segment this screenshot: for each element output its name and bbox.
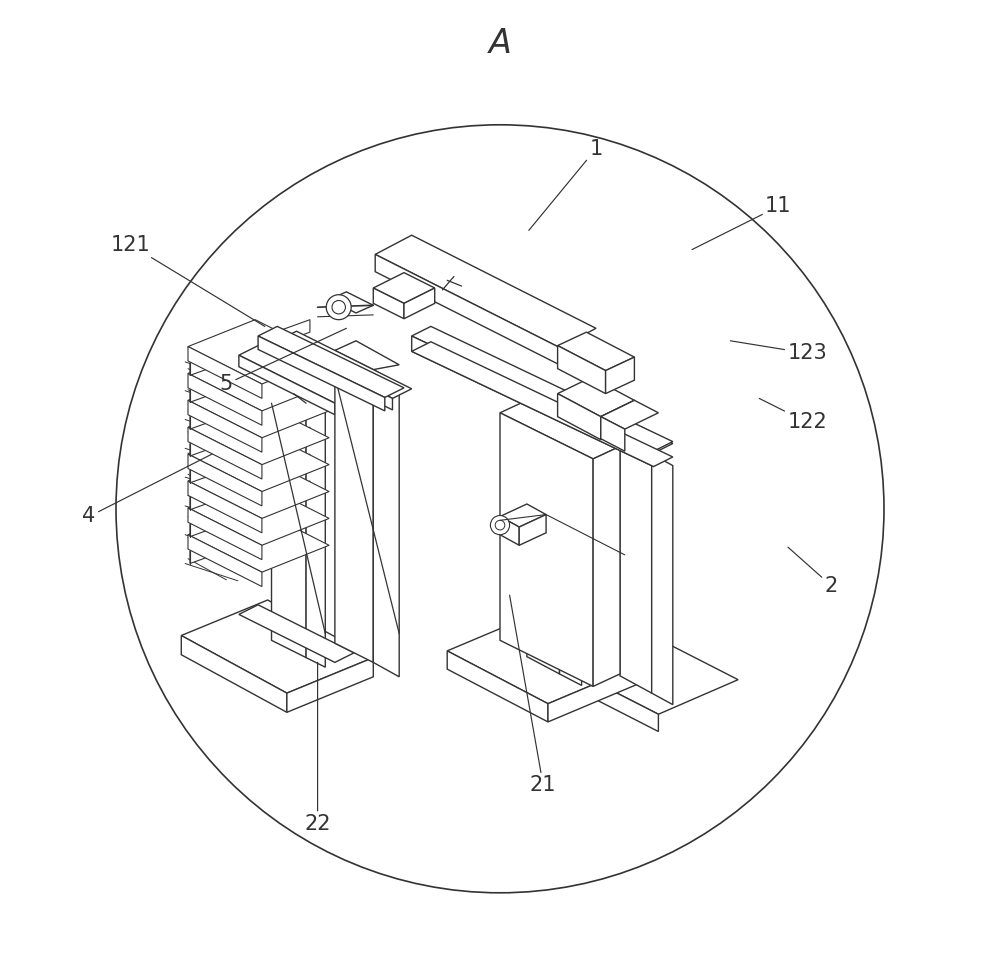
Polygon shape bbox=[601, 400, 634, 440]
Text: 121: 121 bbox=[111, 235, 265, 326]
Polygon shape bbox=[500, 413, 593, 686]
Polygon shape bbox=[412, 326, 673, 451]
Polygon shape bbox=[373, 288, 404, 319]
Polygon shape bbox=[500, 400, 620, 459]
Polygon shape bbox=[188, 373, 262, 425]
Polygon shape bbox=[601, 417, 625, 451]
Polygon shape bbox=[181, 636, 287, 712]
Polygon shape bbox=[239, 605, 354, 662]
Polygon shape bbox=[188, 535, 262, 587]
Polygon shape bbox=[188, 427, 329, 492]
Polygon shape bbox=[188, 400, 329, 465]
Polygon shape bbox=[287, 658, 373, 712]
Polygon shape bbox=[272, 365, 306, 658]
Text: 2: 2 bbox=[788, 547, 838, 595]
Polygon shape bbox=[620, 427, 673, 454]
Polygon shape bbox=[190, 373, 310, 429]
Polygon shape bbox=[652, 454, 673, 705]
Polygon shape bbox=[188, 320, 329, 384]
Polygon shape bbox=[181, 600, 373, 693]
Polygon shape bbox=[620, 437, 652, 693]
Polygon shape bbox=[329, 292, 373, 313]
Polygon shape bbox=[593, 446, 620, 686]
Polygon shape bbox=[375, 235, 596, 348]
Polygon shape bbox=[375, 254, 560, 365]
Polygon shape bbox=[558, 346, 606, 394]
Polygon shape bbox=[239, 346, 354, 403]
Polygon shape bbox=[188, 400, 262, 452]
Polygon shape bbox=[558, 332, 634, 371]
Polygon shape bbox=[500, 504, 546, 527]
Polygon shape bbox=[188, 373, 329, 438]
Polygon shape bbox=[188, 454, 262, 506]
Text: 5: 5 bbox=[220, 328, 346, 394]
Polygon shape bbox=[190, 400, 310, 456]
Text: 1: 1 bbox=[529, 139, 603, 230]
Polygon shape bbox=[277, 341, 392, 410]
Polygon shape bbox=[606, 357, 634, 394]
Polygon shape bbox=[188, 427, 262, 479]
Polygon shape bbox=[188, 508, 262, 560]
Text: 22: 22 bbox=[304, 662, 331, 833]
Polygon shape bbox=[188, 347, 262, 398]
Polygon shape bbox=[239, 355, 335, 415]
Polygon shape bbox=[190, 508, 310, 564]
Polygon shape bbox=[190, 347, 310, 402]
Polygon shape bbox=[500, 516, 519, 545]
Text: 11: 11 bbox=[692, 197, 792, 250]
Polygon shape bbox=[404, 288, 435, 319]
Polygon shape bbox=[188, 481, 329, 545]
Polygon shape bbox=[572, 636, 738, 714]
Polygon shape bbox=[412, 342, 673, 467]
Polygon shape bbox=[373, 273, 435, 303]
Polygon shape bbox=[190, 481, 310, 537]
Polygon shape bbox=[188, 454, 329, 518]
Polygon shape bbox=[190, 320, 310, 375]
Text: 123: 123 bbox=[730, 341, 827, 363]
Polygon shape bbox=[412, 336, 654, 467]
Polygon shape bbox=[335, 341, 399, 370]
Polygon shape bbox=[306, 382, 325, 667]
Polygon shape bbox=[188, 481, 262, 533]
Polygon shape bbox=[188, 347, 329, 411]
Circle shape bbox=[490, 516, 510, 535]
Polygon shape bbox=[188, 508, 329, 572]
Text: 21: 21 bbox=[510, 595, 556, 795]
Polygon shape bbox=[190, 427, 310, 483]
Polygon shape bbox=[560, 420, 582, 685]
Polygon shape bbox=[572, 670, 658, 732]
Polygon shape bbox=[258, 336, 385, 411]
Polygon shape bbox=[277, 331, 412, 398]
Polygon shape bbox=[601, 400, 658, 429]
Polygon shape bbox=[190, 454, 310, 510]
Circle shape bbox=[326, 295, 351, 320]
Polygon shape bbox=[335, 350, 373, 662]
Polygon shape bbox=[447, 651, 548, 722]
Text: A: A bbox=[489, 27, 511, 60]
Polygon shape bbox=[258, 326, 404, 397]
Polygon shape bbox=[373, 370, 399, 677]
Polygon shape bbox=[447, 612, 639, 704]
Polygon shape bbox=[527, 394, 582, 420]
Polygon shape bbox=[519, 515, 546, 545]
Polygon shape bbox=[527, 403, 560, 674]
Text: 122: 122 bbox=[759, 398, 827, 432]
Polygon shape bbox=[558, 394, 601, 440]
Polygon shape bbox=[548, 665, 639, 722]
Text: 4: 4 bbox=[82, 454, 212, 526]
Polygon shape bbox=[558, 377, 634, 417]
